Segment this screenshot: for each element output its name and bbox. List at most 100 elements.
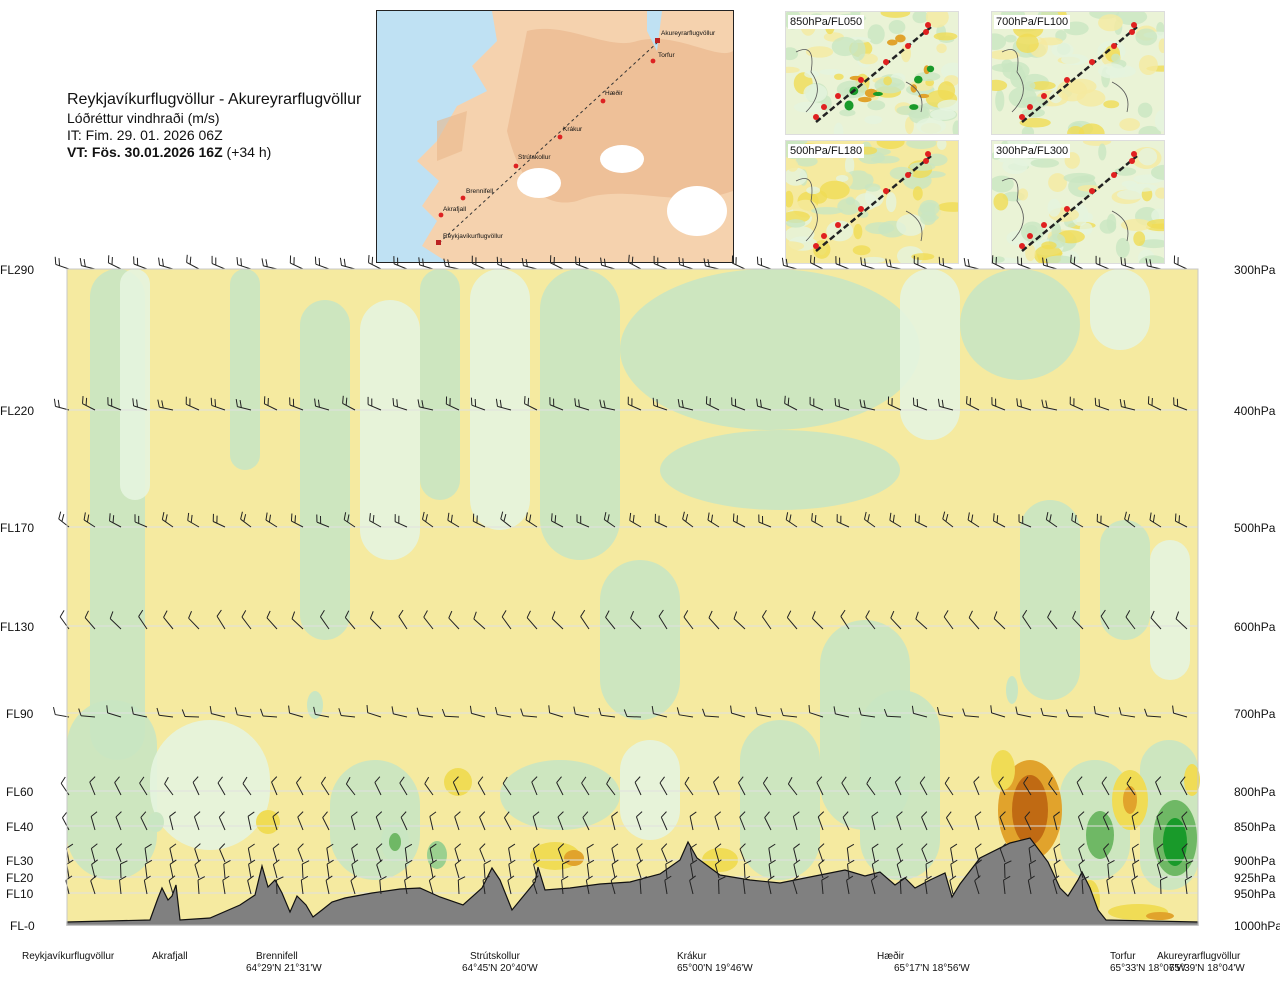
wind-barb xyxy=(345,777,356,796)
thumb-cell xyxy=(914,75,923,84)
wind-barb xyxy=(714,843,722,863)
barb-feather xyxy=(761,609,767,617)
wind-barb xyxy=(502,776,512,796)
barb-feather xyxy=(1045,258,1048,267)
barb-staff xyxy=(575,405,590,411)
barb-staff xyxy=(886,715,902,718)
barb-staff xyxy=(1148,403,1162,411)
wind-barb xyxy=(834,398,850,411)
wind-barb xyxy=(1024,811,1032,831)
fl-label: FL130 xyxy=(0,620,35,634)
wind-barb xyxy=(367,396,382,411)
barb-staff xyxy=(743,863,746,879)
barb-staff xyxy=(611,864,616,879)
wind-barb xyxy=(508,843,516,863)
barb-staff xyxy=(793,848,798,863)
wind-barb xyxy=(743,860,752,879)
barb-staff xyxy=(1125,616,1136,630)
barb-feather xyxy=(136,399,138,408)
barb-feather xyxy=(892,514,895,523)
barb-staff xyxy=(706,403,720,411)
wind-barb xyxy=(1065,709,1084,718)
barb-staff xyxy=(1131,848,1136,863)
barb-staff xyxy=(586,864,590,879)
wind-barb xyxy=(247,875,254,895)
wind-barb xyxy=(405,859,413,879)
barb-feather xyxy=(817,811,825,818)
thumbnail-850hpa[interactable]: 850hPa/FL050 xyxy=(785,11,959,135)
barb-staff xyxy=(502,783,512,796)
barb-feather xyxy=(501,610,507,618)
barb-feather xyxy=(995,256,997,265)
barb-staff xyxy=(999,848,1006,863)
barb-staff xyxy=(611,848,616,863)
wind-barb xyxy=(708,610,720,630)
thumb-cell xyxy=(1138,54,1158,76)
barb-staff xyxy=(168,880,174,895)
barb-staff xyxy=(864,518,876,528)
barb-staff xyxy=(714,848,720,863)
barb-feather xyxy=(755,706,758,715)
fl-label: FL20 xyxy=(6,871,34,885)
barb-staff xyxy=(452,782,460,796)
wind-barb xyxy=(1053,843,1061,863)
wind-barb xyxy=(289,397,304,411)
wind-barb xyxy=(1175,611,1188,630)
barb-feather xyxy=(90,811,98,817)
barb-staff xyxy=(523,715,538,718)
barb-staff xyxy=(949,880,954,895)
wind-barb xyxy=(157,399,174,411)
thumbnail-500hpa[interactable]: 500hPa/FL180 xyxy=(785,140,959,264)
barb-staff xyxy=(1173,404,1188,411)
barb-feather xyxy=(792,875,800,881)
wind-barb xyxy=(271,776,278,796)
barb-staff xyxy=(169,816,174,831)
wind-barb xyxy=(847,859,855,879)
barb-feather xyxy=(472,513,475,522)
wind-barb xyxy=(351,843,358,863)
wind-barb xyxy=(1052,875,1060,895)
barb-feather xyxy=(136,257,139,266)
thumbnail-300hpa[interactable]: 300hPa/FL300 xyxy=(991,140,1165,264)
wind-barb xyxy=(737,776,746,796)
barb-feather xyxy=(966,396,968,404)
wind-barb xyxy=(222,875,230,895)
barb-staff xyxy=(84,617,96,630)
barb-staff xyxy=(939,263,954,270)
barb-feather xyxy=(603,258,606,267)
thumb-cell xyxy=(895,34,906,43)
barb-feather xyxy=(78,708,82,716)
waypoint-name: Akureyrarflugvöllur xyxy=(1157,951,1241,962)
wind-barb xyxy=(454,843,462,863)
thumb-cell xyxy=(1025,244,1036,262)
barb-feather xyxy=(144,875,151,881)
wind-barb xyxy=(79,258,96,270)
barb-staff xyxy=(707,519,720,528)
barb-staff xyxy=(950,848,954,863)
thumb-station xyxy=(1111,43,1117,49)
wind-barb xyxy=(494,707,512,718)
barb-feather xyxy=(344,610,350,618)
waypoint-coord: 64°29'N 21°31'W xyxy=(246,963,322,974)
barb-staff xyxy=(297,848,304,863)
barb-feather xyxy=(500,511,504,520)
barb-feather xyxy=(84,610,89,618)
barb-feather xyxy=(658,609,664,617)
wind-barb xyxy=(683,610,694,630)
barb-feather xyxy=(367,396,369,405)
wind-barb xyxy=(785,512,798,528)
barb-feather xyxy=(532,811,540,817)
wind-barb xyxy=(1028,843,1036,863)
barb-feather xyxy=(1132,843,1139,849)
thumbnail-700hpa[interactable]: 700hPa/FL100 xyxy=(991,11,1165,135)
wind-barb xyxy=(689,843,697,863)
waypoint-name: Krákur xyxy=(677,951,707,962)
barb-staff xyxy=(61,817,70,831)
thumb-cell xyxy=(1048,173,1067,192)
barb-feather xyxy=(744,860,752,865)
wind-barb xyxy=(194,843,201,863)
wind-barb xyxy=(762,776,772,796)
wind-barb xyxy=(314,398,330,411)
barb-feather xyxy=(949,875,957,881)
barb-feather xyxy=(248,843,255,849)
